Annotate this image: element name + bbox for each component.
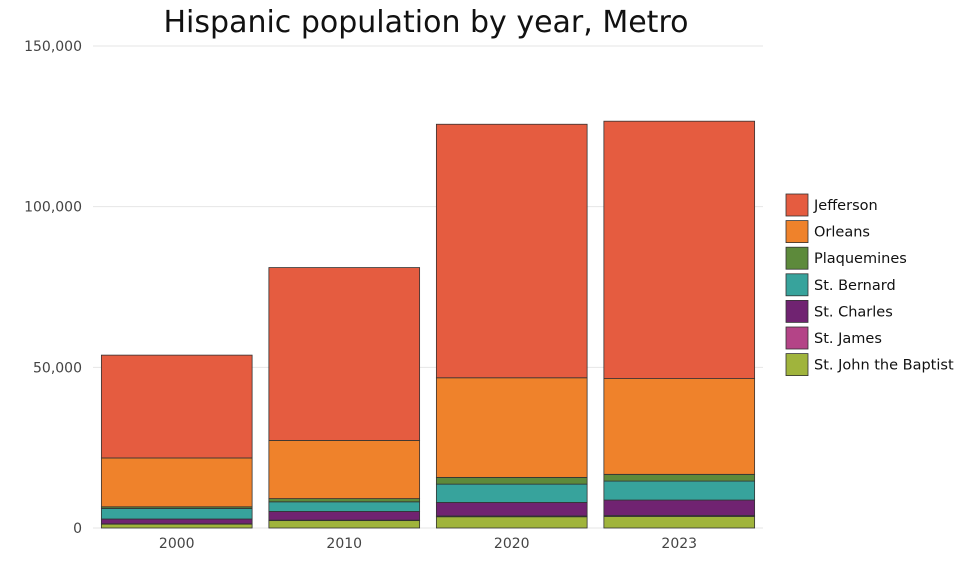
y-tick-label: 0: [73, 521, 82, 537]
y-axis: 0 50,000 100,000 150,000: [24, 39, 82, 537]
bar-segment: [435, 483, 588, 503]
bar-segment: [435, 377, 588, 478]
bars: [100, 120, 756, 529]
legend-swatch: [785, 220, 809, 244]
legend: Jefferson Orleans Plaquemines St. Bernard St…: [785, 193, 954, 377]
x-tick-label: 2023: [661, 536, 697, 552]
bar-segment: [268, 267, 421, 441]
bar-segment: [100, 518, 253, 525]
y-tick-label: 150,000: [24, 39, 82, 55]
y-tick-label: 50,000: [33, 360, 82, 376]
chart-title: Hispanic population by year, Metro: [164, 5, 689, 40]
x-tick-label: 2000: [159, 536, 195, 552]
legend-label: St. Charles: [814, 304, 893, 320]
legend-swatch: [785, 246, 809, 270]
legend-label: St. John the Baptist: [814, 358, 954, 374]
bar-segment: [268, 498, 421, 503]
bar-segment: [435, 123, 588, 379]
bar-segment: [268, 501, 421, 512]
legend-swatch: [785, 299, 809, 323]
bar-segment: [603, 473, 756, 482]
legend-label: St. James: [814, 331, 882, 347]
bar-segment: [603, 480, 756, 501]
bar-segment: [603, 499, 756, 516]
bar-segment: [435, 502, 588, 517]
bar-segment: [268, 520, 421, 529]
bar-segment: [435, 516, 588, 529]
bar-segment: [100, 523, 253, 529]
legend-swatch: [785, 273, 809, 297]
legend-swatch: [785, 353, 809, 377]
legend-label: Jefferson: [813, 198, 878, 214]
bar-segment: [100, 457, 253, 508]
bar-segment: [100, 354, 253, 459]
bar-segment: [435, 476, 588, 485]
x-tick-label: 2020: [494, 536, 530, 552]
legend-swatch: [785, 193, 809, 217]
legend-swatch: [785, 326, 809, 350]
x-tick-label: 2010: [326, 536, 362, 552]
legend-label: St. Bernard: [814, 278, 896, 294]
bar-segment: [603, 378, 756, 475]
x-axis: 2000 2010 2020 2023: [159, 536, 697, 552]
bar-segment: [603, 516, 756, 529]
bar-segment: [100, 507, 253, 520]
y-tick-label: 100,000: [24, 200, 82, 216]
legend-label: Plaquemines: [814, 251, 907, 267]
bar-segment: [268, 511, 421, 521]
bar-segment: [268, 440, 421, 499]
legend-label: Orleans: [814, 225, 870, 241]
bar-segment: [603, 120, 756, 379]
